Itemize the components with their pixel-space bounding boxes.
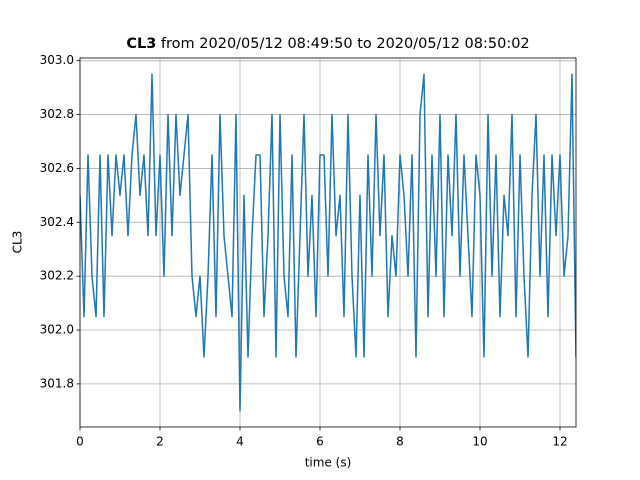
x-tick-label: 8 [396, 435, 404, 449]
y-tick-label: 302.6 [40, 161, 74, 175]
x-tick-label: 12 [552, 435, 567, 449]
y-axis-label: CL3 [11, 231, 25, 254]
y-tick-label: 302.4 [40, 215, 74, 229]
chart-title-bold: CL3 [126, 36, 156, 52]
x-tick-label: 2 [156, 435, 164, 449]
x-tick-label: 6 [316, 435, 324, 449]
x-tick-label: 4 [236, 435, 244, 449]
x-tick-label: 0 [76, 435, 84, 449]
x-tick-label: 10 [472, 435, 487, 449]
chart-title: from 2020/05/12 08:49:50 to 2020/05/12 0… [161, 36, 530, 52]
axes-frame [79, 57, 577, 428]
y-tick-label: 303.0 [40, 53, 74, 67]
y-tick-label: 301.8 [40, 376, 74, 390]
y-tick-label: 302.0 [40, 323, 74, 337]
chart-title-group: CL3 from 2020/05/12 08:49:50 to 2020/05/… [126, 36, 529, 52]
data-line [80, 73, 576, 412]
y-tick-label: 302.2 [40, 269, 74, 283]
x-axis-label: time (s) [305, 456, 352, 470]
y-tick-label: 302.8 [40, 107, 74, 121]
